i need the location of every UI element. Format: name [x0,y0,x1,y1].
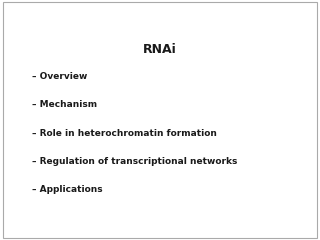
Text: – Regulation of transcriptional networks: – Regulation of transcriptional networks [32,157,237,166]
Text: – Mechanism: – Mechanism [32,100,97,109]
Text: – Applications: – Applications [32,185,103,194]
Text: – Role in heterochromatin formation: – Role in heterochromatin formation [32,129,217,138]
Text: RNAi: RNAi [143,43,177,56]
Text: – Overview: – Overview [32,72,87,81]
